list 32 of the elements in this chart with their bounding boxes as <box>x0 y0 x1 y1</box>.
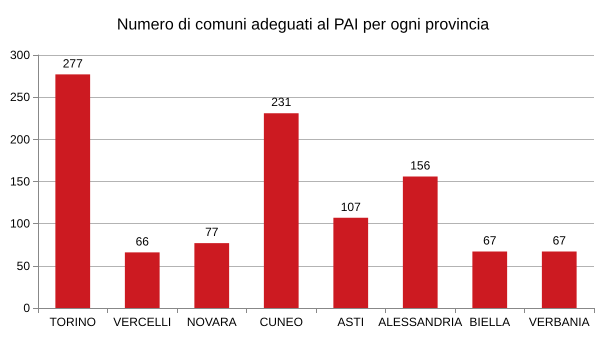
data-label: 77 <box>205 225 219 240</box>
x-tick-label: CUNEO <box>260 315 303 329</box>
x-tick-label: ALESSANDRIA <box>378 315 462 329</box>
bar <box>194 243 230 308</box>
y-tick-label: 50 <box>16 258 30 273</box>
y-tick-label: 200 <box>10 132 30 146</box>
y-tick-label: 100 <box>10 216 30 231</box>
y-tick-label: 300 <box>10 48 30 62</box>
bar <box>55 74 90 308</box>
x-tick-label: VERBANIA <box>528 315 590 329</box>
x-tick-label: NOVARA <box>186 315 237 329</box>
x-tick-label: BIELLA <box>469 315 510 329</box>
bar <box>264 113 299 308</box>
bar <box>402 176 438 308</box>
bar <box>472 251 508 308</box>
data-label: 67 <box>483 233 497 248</box>
x-tick-label: ASTI <box>337 315 364 329</box>
data-label: 66 <box>136 234 150 248</box>
data-label: 277 <box>62 56 84 70</box>
chart-title: Numero di comuni adeguati al PAI per ogni provincia <box>116 16 490 34</box>
x-tick-label: VERCELLI <box>113 315 172 329</box>
bar <box>333 218 368 308</box>
bar <box>124 252 160 308</box>
bar <box>542 251 577 308</box>
y-tick-label: 250 <box>10 90 30 104</box>
y-tick-label: 150 <box>10 174 30 188</box>
data-label: 67 <box>552 233 566 248</box>
x-tick-label: TORINO <box>50 315 96 329</box>
y-tick-label: 0 <box>23 301 30 315</box>
data-label: 231 <box>271 95 292 110</box>
data-label: 107 <box>340 200 362 214</box>
data-label: 156 <box>410 158 431 172</box>
